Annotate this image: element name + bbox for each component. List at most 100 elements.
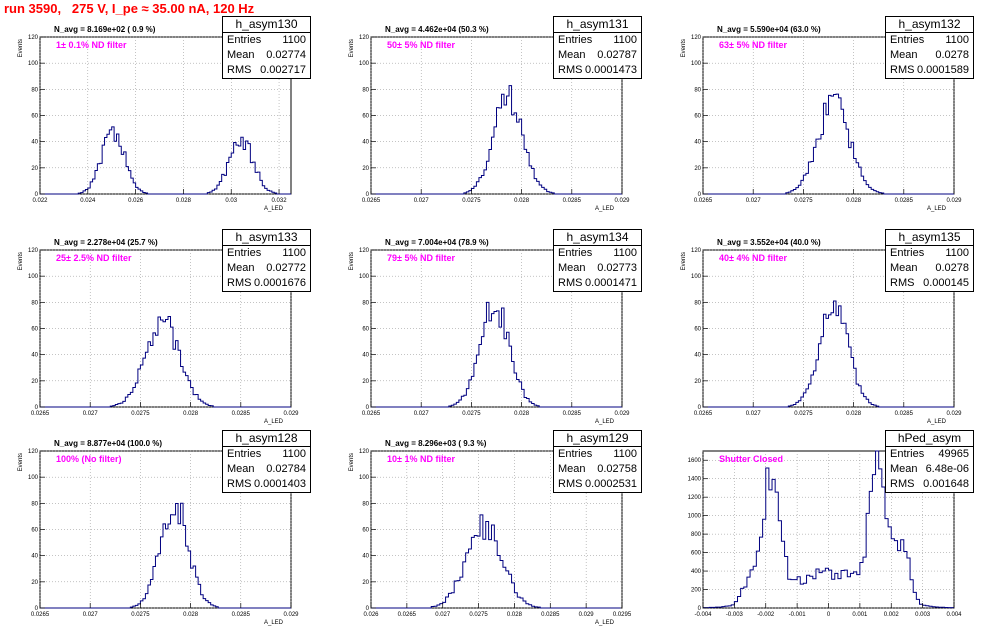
x-tick-label: 0.0265	[362, 411, 381, 417]
x-axis-label: A_LED	[927, 206, 947, 212]
x-tick-label: 0.029	[946, 198, 962, 204]
x-tick-label: 0.0265	[694, 198, 713, 204]
stats-rms-label: RMS	[558, 478, 583, 490]
y-tick-label: 80	[694, 87, 701, 93]
y-tick-label: 20	[31, 580, 38, 586]
histogram-panel: 0.0265 0.027 0.0275 0.028 0.0285 0.029 0 20 40 60…	[331, 15, 662, 215]
stats-rms-label: RMS	[890, 64, 915, 76]
stats-box: Entries 1100 Mean 0.02774 RMS 0.002717	[222, 32, 311, 79]
stats-rms-value: 0.002717	[260, 64, 306, 76]
y-tick-label: 20	[362, 580, 369, 586]
y-tick-label: 20	[694, 379, 701, 385]
stats-entries-value: 1100	[613, 34, 637, 46]
stats-mean-label: Mean	[890, 463, 918, 475]
x-tick-label: 0.0275	[131, 411, 150, 417]
stats-rms-row: RMS 0.0001676	[223, 276, 310, 291]
filter-label: 10± 1% ND filter	[387, 454, 455, 464]
stats-rms-value: 0.001648	[923, 478, 969, 490]
x-axis-label: A_LED	[927, 419, 947, 425]
y-tick-label: 80	[31, 300, 38, 306]
histogram-title: h_asym131	[553, 16, 642, 33]
histogram-line	[703, 93, 954, 195]
y-tick-label: 20	[362, 166, 369, 172]
stats-entries-row: Entries 1100	[554, 33, 641, 48]
y-tick-label: 40	[31, 140, 38, 146]
stats-box: Entries 1100 Mean 0.0278 RMS 0.000145	[885, 245, 974, 292]
filter-label: 25± 2.5% ND filter	[56, 253, 132, 263]
stats-mean-value: 0.02773	[597, 262, 637, 274]
x-tick-label: 0.022	[32, 198, 48, 204]
x-tick-label: 0.027	[83, 411, 99, 417]
stats-box: Entries 49965 Mean 6.48e-06 RMS 0.001648	[885, 446, 974, 493]
stats-mean-label: Mean	[558, 463, 586, 475]
y-tick-label: 0	[366, 192, 370, 198]
filter-label: 79± 5% ND filter	[387, 253, 455, 263]
stats-rms-label: RMS	[227, 64, 252, 76]
x-tick-label: 0.029	[579, 612, 595, 618]
x-axis-label: A_LED	[264, 206, 284, 212]
stats-entries-value: 1100	[282, 34, 306, 46]
stats-entries-label: Entries	[558, 247, 593, 259]
x-tick-label: -0.001	[789, 612, 807, 618]
stats-rms-label: RMS	[227, 277, 252, 289]
y-tick-label: 120	[28, 35, 39, 41]
x-tick-label: -0.002	[757, 612, 775, 618]
histogram-line	[371, 85, 622, 195]
y-tick-label: 40	[362, 554, 369, 560]
y-tick-label: 60	[31, 114, 38, 120]
x-tick-label: 0.002	[884, 612, 900, 618]
x-tick-label: 0.029	[614, 198, 630, 204]
histogram-title: h_asym129	[553, 430, 642, 447]
stats-rms-row: RMS 0.0001403	[223, 477, 310, 492]
y-tick-label: 600	[691, 551, 702, 557]
stats-box: Entries 1100 Mean 0.02773 RMS 0.0001471	[553, 245, 642, 292]
y-tick-label: 40	[31, 353, 38, 359]
y-tick-label: 120	[359, 248, 370, 254]
stats-mean-value: 6.48e-06	[925, 463, 969, 475]
y-tick-label: 40	[362, 353, 369, 359]
y-tick-label: 1000	[688, 514, 702, 520]
stats-entries-row: Entries 1100	[554, 246, 641, 261]
histogram-panel: 0.0265 0.027 0.0275 0.028 0.0285 0.029 0 20 40 60…	[663, 228, 994, 428]
x-tick-label: 0.0265	[694, 411, 713, 417]
y-axis-label: Events	[681, 39, 687, 57]
x-tick-label: 0.0275	[794, 198, 813, 204]
stats-mean-label: Mean	[558, 262, 586, 274]
x-tick-label: 0.004	[946, 612, 962, 618]
histogram-panel: 0.026 0.0265 0.027 0.0275 0.028 0.0285 0.029 0.…	[331, 429, 662, 629]
y-tick-label: 20	[31, 166, 38, 172]
histogram-panel: 0.022 0.024 0.026 0.028 0.03 0.032 0 20 40 60 80 10…	[0, 15, 331, 215]
stats-rms-label: RMS	[558, 64, 583, 76]
stats-mean-value: 0.0278	[935, 49, 969, 61]
stats-rms-value: 0.0002531	[585, 478, 637, 490]
x-tick-label: 0.028	[514, 411, 530, 417]
y-tick-label: 80	[362, 87, 369, 93]
stats-mean-row: Mean 0.02784	[223, 462, 310, 477]
x-tick-label: 0.0285	[541, 612, 560, 618]
y-tick-label: 1400	[688, 477, 702, 483]
y-tick-label: 120	[28, 449, 39, 455]
y-axis-label: Events	[18, 252, 24, 270]
y-tick-label: 120	[691, 35, 702, 41]
x-tick-label: 0.003	[915, 612, 931, 618]
y-tick-label: 60	[362, 114, 369, 120]
stats-entries-row: Entries 49965	[886, 447, 973, 462]
page-title: run 3590, 275 V, I_pe ≈ 35.00 nA, 120 Hz	[4, 1, 255, 16]
y-axis-label: Events	[18, 453, 24, 471]
stats-rms-value: 0.0001589	[917, 64, 969, 76]
x-axis-label: A_LED	[595, 206, 615, 212]
n-avg-label: N_avg = 8.877e+04 (100.0 %)	[54, 439, 163, 448]
stats-entries-row: Entries 1100	[554, 447, 641, 462]
histogram-panel: 0.0265 0.027 0.0275 0.028 0.0285 0.029 0 20 40 60…	[331, 228, 662, 428]
stats-mean-label: Mean	[227, 262, 255, 274]
x-tick-label: 0.0285	[563, 198, 582, 204]
histogram-title: hPed_asym	[885, 430, 974, 447]
stats-box: Entries 1100 Mean 0.02772 RMS 0.0001676	[222, 245, 311, 292]
y-tick-label: 0	[366, 606, 370, 612]
stats-rms-label: RMS	[558, 277, 583, 289]
histogram-title: h_asym135	[885, 229, 974, 246]
y-tick-label: 100	[691, 61, 702, 67]
y-tick-label: 100	[28, 61, 39, 67]
stats-entries-label: Entries	[227, 448, 262, 460]
stats-mean-row: Mean 0.0278	[886, 48, 973, 63]
